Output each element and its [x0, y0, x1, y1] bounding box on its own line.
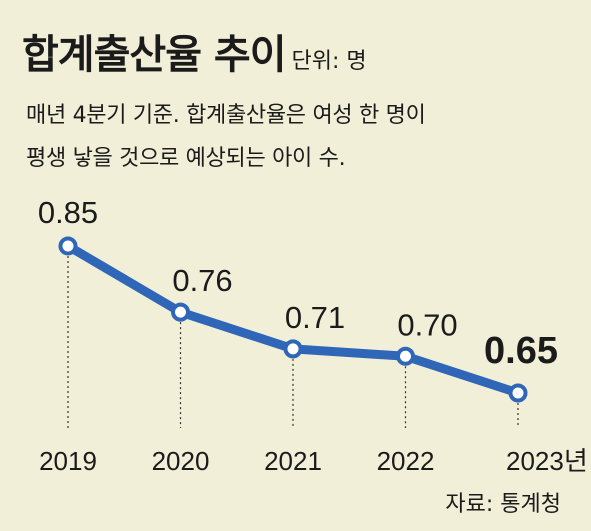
x-tick-label: 2021 [264, 446, 322, 476]
data-label: 0.70 [397, 307, 457, 342]
x-tick-label: 2019 [39, 446, 97, 476]
data-label: 0.76 [172, 263, 232, 298]
data-point [58, 236, 78, 256]
data-point [396, 346, 415, 366]
data-point [508, 383, 528, 403]
x-tick-label: 2023년 [506, 446, 588, 476]
data-point [283, 339, 303, 359]
source-label: 자료: 통계청 [445, 492, 561, 517]
data-label: 0.65 [484, 330, 558, 372]
data-label: 0.85 [38, 195, 98, 230]
unit-label: 단위: 명 [291, 49, 367, 74]
data-point [171, 302, 190, 322]
chart-title: 합계출산율 추이 [22, 32, 287, 78]
description-line-2: 평생 낳을 것으로 예상되는 아이 수. [26, 146, 346, 171]
x-tick-label: 2022 [377, 446, 435, 476]
description-line-1: 매년 4분기 기준. 합계출산율은 여성 한 명이 [26, 103, 426, 128]
chart-header: 합계출산율 추이 단위: 명 [22, 22, 367, 80]
x-tick-label: 2020 [152, 446, 210, 476]
data-label: 0.71 [285, 300, 345, 335]
